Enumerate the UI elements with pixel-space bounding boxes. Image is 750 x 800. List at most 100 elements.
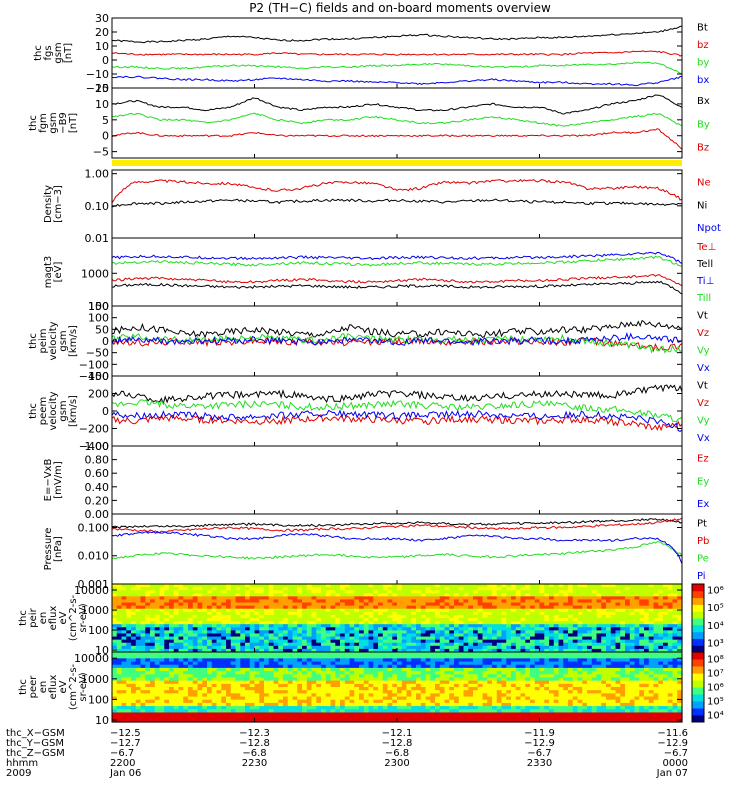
spectrogram-cell <box>183 690 189 694</box>
spectrogram-cell <box>473 699 479 704</box>
spectrogram-cell <box>335 627 341 631</box>
spectrogram-cell <box>382 687 389 691</box>
spectrogram-cell <box>525 687 531 691</box>
spectrogram-cell <box>211 687 218 691</box>
y-axis-label: E=−VxB <box>43 459 54 502</box>
spectrogram-cell <box>216 596 222 601</box>
spectrogram-cell <box>511 667 517 672</box>
spectrogram-cell <box>221 702 227 707</box>
spectrogram-cell <box>145 599 151 604</box>
spectrogram-cell <box>501 702 507 707</box>
spectrogram-cell <box>530 633 536 638</box>
spectrogram-cell <box>468 693 474 698</box>
spectrogram-cell <box>677 690 683 694</box>
spectrogram-cell <box>321 706 327 710</box>
spectrogram-cell <box>511 633 517 638</box>
spectrogram-cell <box>287 655 294 659</box>
spectrogram-cell <box>653 587 659 591</box>
spectrogram-cell <box>173 605 180 610</box>
y-tick-label: 1.00 <box>85 168 110 181</box>
spectrogram-cell <box>558 636 564 641</box>
spectrogram-cell <box>582 648 588 653</box>
spectrogram-cell <box>577 590 583 594</box>
spectrogram-cell <box>606 605 612 610</box>
spectrogram-cell <box>382 706 389 710</box>
spectrogram-cell <box>606 618 612 622</box>
spectrogram-cell <box>340 614 346 619</box>
spectrogram-cell <box>601 696 607 701</box>
spectrogram-cell <box>511 596 517 601</box>
spectrogram-cell <box>216 630 222 635</box>
spectrogram-cell <box>254 671 260 675</box>
spectrogram-cell <box>273 618 279 622</box>
spectrogram-cell <box>558 584 564 588</box>
spectrogram-cell <box>287 633 294 638</box>
spectrogram-cell <box>249 699 256 704</box>
spectrogram-cell <box>558 655 564 659</box>
spectrogram-cell <box>216 627 222 631</box>
spectrogram-cell <box>211 624 218 628</box>
spectrogram-cell <box>392 671 398 675</box>
spectrogram-cell <box>287 602 294 607</box>
spectrogram-cell <box>330 680 336 685</box>
y-tick-label: 0.010 <box>78 550 110 563</box>
spectrogram-cell <box>587 661 593 666</box>
spectrogram-cell <box>378 627 384 631</box>
spectrogram-cell <box>240 605 246 610</box>
spectrogram-cell <box>135 602 142 607</box>
spectrogram-cell <box>116 614 123 619</box>
spectrogram-cell <box>344 593 351 597</box>
spectrogram-cell <box>596 624 602 628</box>
spectrogram-cell <box>596 618 602 622</box>
spectrogram-cell <box>164 680 170 685</box>
spectrogram-cell <box>648 664 655 669</box>
spectrogram-cell <box>340 652 346 656</box>
spectrogram-cell <box>316 630 322 635</box>
spectrogram-cell <box>145 683 151 688</box>
spectrogram-cell <box>591 636 598 641</box>
spectrogram-cell <box>463 702 469 707</box>
spectrogram-cell <box>425 680 431 685</box>
spectrogram-cell <box>663 648 669 653</box>
spectrogram-cell <box>311 687 317 691</box>
spectrogram-cell <box>197 602 203 607</box>
spectrogram-cell <box>135 674 142 679</box>
spectrogram-cell <box>406 605 412 610</box>
spectrogram-cell <box>316 652 322 656</box>
spectrogram-cell <box>278 680 284 685</box>
spectrogram-cell <box>240 671 246 675</box>
spectrogram-cell <box>135 614 142 619</box>
spectrogram-cell <box>387 630 393 635</box>
spectrogram-cell <box>235 706 241 710</box>
spectrogram-cell <box>454 587 460 591</box>
spectrogram-cell <box>373 706 379 710</box>
spectrogram-cell <box>454 702 460 707</box>
spectrogram-cell <box>131 664 137 669</box>
spectrogram-cell <box>226 590 232 594</box>
spectrogram-cell <box>572 621 579 625</box>
spectrogram-cell <box>634 674 640 679</box>
spectrogram-cell <box>316 658 322 663</box>
spectrogram-cell <box>121 683 127 688</box>
spectrogram-cell <box>639 671 645 675</box>
spectrogram-cell <box>297 599 303 604</box>
spectrogram-cell <box>444 599 450 604</box>
spectrogram-cell <box>425 587 431 591</box>
spectrogram-cell <box>482 639 488 644</box>
spectrogram-cell <box>458 693 465 698</box>
spectrogram-cell <box>610 627 617 631</box>
spectrogram-cell <box>344 664 351 669</box>
spectrogram-cell <box>150 693 156 698</box>
spectrogram-cell <box>306 674 313 679</box>
spectrogram-cell <box>387 618 393 622</box>
spectrogram-cell <box>368 683 374 688</box>
spectrogram-cell <box>297 618 303 622</box>
spectrogram-cell <box>192 587 199 591</box>
spectrogram-cell <box>178 702 184 707</box>
spectrogram-cell <box>330 687 336 691</box>
spectrogram-cell <box>169 624 175 628</box>
spectrogram-cell <box>411 614 417 619</box>
spectrogram-cell <box>335 671 341 675</box>
spectrogram-cell <box>582 699 588 704</box>
spectrogram-cell <box>572 645 579 650</box>
